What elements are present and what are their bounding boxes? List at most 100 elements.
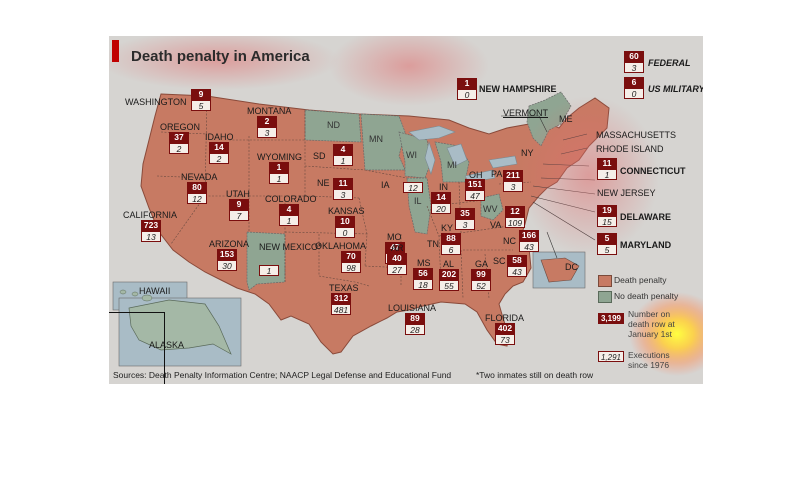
- state-california-executed-count: 13: [141, 231, 161, 242]
- state-wyoming-label: WYOMING: [257, 152, 302, 162]
- glow-yellow: [629, 292, 703, 376]
- state-wyoming-executed-count: 1: [269, 173, 289, 184]
- state-al-executed-count: 55: [439, 280, 459, 291]
- state-oklahoma-badge: 70 98: [341, 251, 361, 273]
- label-hawaii: HAWAII: [139, 286, 171, 296]
- state-tn-badge: 88 6: [441, 233, 461, 255]
- state-florida-executed-count: 73: [495, 334, 515, 345]
- state-va-label: VA: [490, 220, 502, 230]
- outside-maryland-sentenced-count: 5: [597, 233, 617, 244]
- state-wyoming-sentenced-count: 1: [269, 162, 289, 173]
- state-ms-executed-count: 18: [413, 279, 433, 290]
- state-utah-executed-count: 7: [229, 210, 249, 221]
- state-oklahoma-executed-count: 98: [341, 262, 361, 273]
- state-mo-label: MO: [387, 232, 402, 242]
- state-washington-sentenced-count: 9: [191, 89, 211, 100]
- state-oregon-badge: 37 2: [169, 132, 189, 154]
- state-al-badge: 202 55: [439, 269, 459, 291]
- state-montana-executed-count: 3: [257, 127, 277, 138]
- legend-sample-sentenced: 3,199: [598, 313, 624, 324]
- state-ky-badge: 35 3: [455, 208, 475, 230]
- outside-new-hampshire-executed-count: 0: [457, 89, 477, 100]
- state-idaho-badge: 14 2: [209, 142, 229, 164]
- state-ar-label: AR: [391, 243, 404, 253]
- outside-delaware-badge: 19 15: [597, 205, 617, 227]
- outside-delaware-label: DELAWARE: [620, 212, 672, 222]
- map-panel: Death penalty in America WASHINGTON 9 5 ORE…: [109, 36, 703, 384]
- state-sd-executed-count: 1: [333, 155, 353, 166]
- glow-top-middle: [329, 36, 489, 106]
- state-nc-label: NC: [503, 236, 516, 246]
- state-tn-executed-count: 6: [441, 244, 461, 255]
- state-texas-executed-count: 481: [331, 304, 351, 315]
- outside-delaware-executed-count: 15: [597, 216, 617, 227]
- outside-new-hampshire-sentenced-count: 1: [457, 78, 477, 89]
- state-colorado-label: COLORADO: [265, 194, 317, 204]
- state-louisiana-sentenced-count: 89: [405, 313, 425, 324]
- state-sc-label: SC: [493, 256, 506, 266]
- state-kansas-badge: 10 0: [335, 216, 355, 238]
- outside-federal-sentenced-count: 60: [624, 51, 644, 62]
- state-label-nd: ND: [327, 120, 340, 130]
- state-sc-badge: 58 43: [507, 255, 527, 277]
- state-label-wi: WI: [406, 150, 417, 160]
- state-ms-sentenced-count: 56: [413, 268, 433, 279]
- state-ne-badge: 11 3: [333, 178, 353, 200]
- outside-maryland-label: MARYLAND: [620, 240, 672, 250]
- state-label-mn: MN: [369, 134, 383, 144]
- outside-connecticut-badge: 11 1: [597, 158, 617, 180]
- state-ga-label: GA: [475, 259, 489, 269]
- state-ga-sentenced-count: 99: [471, 269, 491, 280]
- state-mo-sentenced-count: 47: [385, 242, 405, 253]
- state-oh-executed-count: 47: [465, 190, 485, 201]
- state-in-executed-count: 20: [431, 203, 451, 214]
- state-kansas-sentenced-count: 10: [335, 216, 355, 227]
- state-ar-executed-count: 27: [387, 264, 407, 275]
- state-nevada-executed-count: 12: [187, 193, 207, 204]
- outside-us-military-sentenced-count: 6: [624, 77, 644, 88]
- state-oh-label: OH: [469, 170, 483, 180]
- great-lakes: [408, 125, 518, 183]
- legend-sample-executed: 1,291: [598, 351, 624, 362]
- state-label-il: IL: [414, 196, 422, 206]
- outside-connecticut-label: CONNECTICUT: [620, 166, 686, 176]
- state-al-label: AL: [443, 259, 455, 269]
- state-nevada-sentenced-count: 80: [187, 182, 207, 193]
- state-oregon-sentenced-count: 37: [169, 132, 189, 143]
- state-pa-badge: 211 3: [503, 170, 523, 192]
- state-texas-label: TEXAS: [329, 283, 359, 293]
- state-nd-shape: [304, 109, 362, 143]
- glow-top-left: [109, 36, 339, 90]
- legend: Death penalty No death penalty 3,199 Num…: [598, 273, 698, 377]
- state-louisiana-badge: 89 28: [405, 313, 425, 335]
- state-sc-sentenced-count: 58: [507, 255, 527, 266]
- label-vermont: VERMONT: [503, 108, 548, 118]
- state-florida-sentenced-count: 402: [495, 323, 515, 334]
- state-colorado-sentenced-count: 4: [279, 204, 299, 215]
- state-ar-badge: 40 27: [387, 253, 407, 275]
- state-ia-executed-count: 12: [403, 182, 423, 193]
- legend-desc-executed-1: Executions: [628, 350, 670, 360]
- legend-label-no-death-penalty: No death penalty: [614, 291, 679, 301]
- state-wv-shape: [480, 193, 504, 221]
- state-ne-sentenced-count: 11: [333, 178, 353, 189]
- state-california-sentenced-count: 723: [141, 220, 161, 231]
- label-me: ME: [559, 114, 573, 124]
- label-new-jersey: NEW JERSEY: [597, 188, 656, 198]
- state-new-mexico-badge: 1: [259, 265, 279, 276]
- state-pa-sentenced-count: 211: [503, 170, 523, 181]
- state-tn-label: TN: [427, 239, 439, 249]
- state-nc-badge: 166 43: [519, 230, 539, 252]
- state-pa-executed-count: 3: [503, 181, 523, 192]
- state-ia-label: IA: [381, 180, 390, 190]
- state-kansas-executed-count: 0: [335, 227, 355, 238]
- legend-swatch-death-penalty: [598, 275, 612, 287]
- state-montana-label: MONTANA: [247, 106, 292, 116]
- state-new-mexico-executed-count: 1: [259, 265, 279, 276]
- outside-us-military-executed-count: 0: [624, 88, 644, 99]
